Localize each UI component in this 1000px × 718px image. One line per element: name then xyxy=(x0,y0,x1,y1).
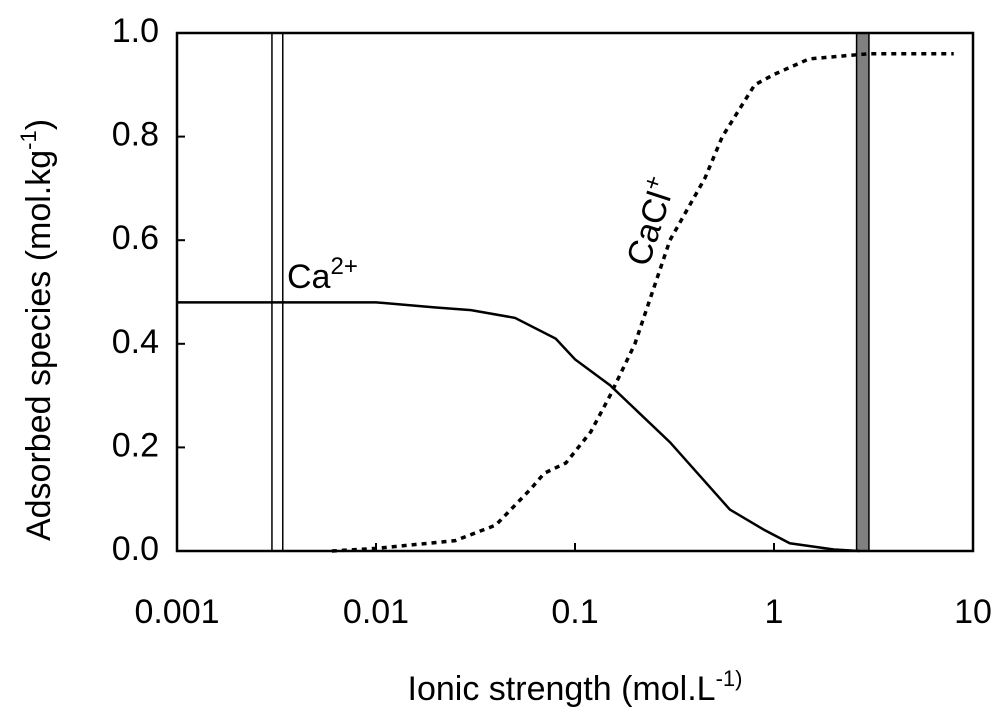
series-label-name: Ca xyxy=(287,258,331,296)
y-tick-label: 1.0 xyxy=(112,12,159,50)
y-axis-label-tail: ) xyxy=(20,119,58,130)
x-axis-label: Ionic strength (mol.L-1) xyxy=(408,666,743,708)
y-axis-label-text: Adsorbed species (mol.kg xyxy=(20,150,58,541)
x-axis-label-sup: -1) xyxy=(716,666,743,691)
y-tick-label: 0.6 xyxy=(112,219,159,257)
line xyxy=(331,51,954,553)
x-tick-label: 1 xyxy=(765,593,784,631)
band xyxy=(855,32,870,552)
y-tick-label: 0.4 xyxy=(112,323,159,361)
y-axis-label: Adsorbed species (mol.kg-1) xyxy=(16,119,58,541)
x-axis-label-text: Ionic strength (mol.L xyxy=(408,670,716,708)
x-tick-label: 0.01 xyxy=(343,593,409,631)
x-tick-label: 0.1 xyxy=(551,593,598,631)
y-tick-label: 0.0 xyxy=(112,530,159,568)
x-tick-label: 10 xyxy=(954,593,992,631)
series-label-sup: 2+ xyxy=(330,253,357,280)
y-tick-label: 0.8 xyxy=(112,116,159,154)
series-label-name: CaCl xyxy=(619,187,678,271)
band xyxy=(271,32,284,552)
line xyxy=(177,301,860,553)
y-tick-label: 0.2 xyxy=(112,426,159,464)
series-label: Ca2+ xyxy=(287,253,358,296)
x-tick-label: 0.001 xyxy=(134,593,219,631)
series-label: CaCl+ xyxy=(615,172,684,270)
y-axis-label-sup: -1 xyxy=(16,130,41,150)
